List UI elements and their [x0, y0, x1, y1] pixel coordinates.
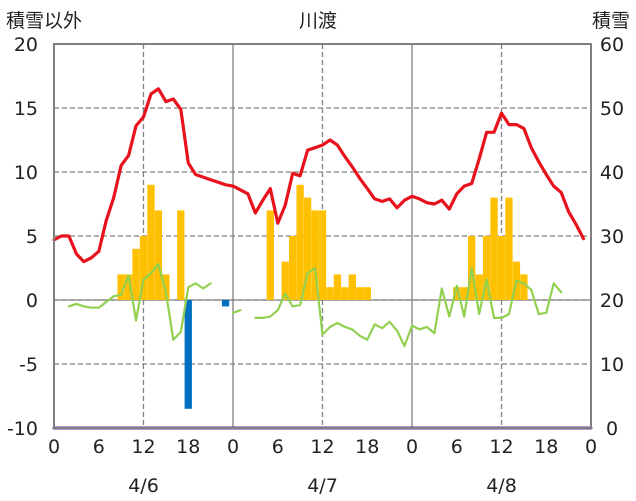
- right-axis-title: 積雪: [591, 10, 630, 32]
- right-tick-label: 60: [600, 34, 624, 56]
- day-label: 4/7: [307, 475, 338, 497]
- x-tick-label: 18: [534, 436, 558, 458]
- sunshine-bar: [311, 210, 319, 300]
- day-label: 4/8: [486, 475, 517, 497]
- sunshine-bar: [363, 287, 371, 300]
- sunshine-bar: [289, 236, 297, 300]
- sunshine-bar: [453, 287, 461, 300]
- sunshine-bar: [497, 236, 506, 300]
- x-tick-label: 12: [131, 436, 155, 458]
- sunshine-bar: [296, 184, 304, 300]
- left-tick-label: -10: [7, 418, 38, 440]
- sunshine-bar: [177, 210, 185, 300]
- sunshine-bar: [147, 184, 155, 300]
- left-tick-label: 0: [26, 290, 38, 312]
- sunshine-bar: [482, 236, 491, 300]
- sunshine-bar: [303, 197, 312, 300]
- x-tick-label: 0: [406, 436, 418, 458]
- sunshine-bar: [348, 274, 356, 300]
- x-tick-label: 6: [451, 436, 463, 458]
- sunshine-bar: [490, 197, 498, 300]
- x-tick-label: 12: [489, 436, 513, 458]
- x-tick-label: 18: [176, 436, 200, 458]
- wind-line: [67, 263, 563, 348]
- temperature-line: [52, 87, 586, 264]
- right-tick-label: 50: [600, 98, 624, 120]
- sunshine-bar: [132, 248, 140, 300]
- left-tick-label: -5: [19, 354, 38, 376]
- sunshine-bar: [318, 210, 327, 300]
- x-tick-label: 18: [355, 436, 379, 458]
- x-tick-label: 12: [310, 436, 334, 458]
- sunshine-bar: [505, 197, 513, 300]
- sunshine-bar: [326, 287, 334, 300]
- sunshine-bar: [139, 236, 148, 300]
- chart-title: 川渡: [298, 10, 337, 32]
- x-tick-label: 0: [227, 436, 239, 458]
- x-tick-label: 6: [272, 436, 284, 458]
- left-tick-label: 20: [14, 34, 38, 56]
- right-tick-label: 0: [606, 418, 618, 440]
- day-label: 4/6: [128, 475, 159, 497]
- right-tick-label: 30: [600, 226, 624, 248]
- left-tick-label: 15: [14, 98, 38, 120]
- right-tick-label: 10: [600, 354, 624, 376]
- sunshine-bar: [520, 274, 528, 300]
- sunshine-bar: [154, 210, 163, 300]
- sunshine-bar: [475, 274, 483, 300]
- precip-bar: [221, 300, 230, 307]
- sunshine-bar: [356, 287, 364, 300]
- sunshine-bar: [460, 287, 468, 300]
- x-tick-label: 0: [48, 436, 60, 458]
- sunshine-bar: [333, 274, 342, 300]
- right-tick-label: 40: [600, 162, 624, 184]
- x-tick-label: 6: [93, 436, 105, 458]
- sunshine-bar: [281, 261, 289, 300]
- right-tick-label: 20: [600, 290, 624, 312]
- left-tick-label: 10: [14, 162, 38, 184]
- left-axis-title: 積雪以外: [6, 10, 83, 32]
- sunshine-bar: [266, 210, 274, 300]
- sunshine-bar: [117, 274, 125, 300]
- left-tick-label: 5: [26, 226, 38, 248]
- plot-frame: [53, 43, 592, 429]
- sunshine-bar: [124, 274, 133, 300]
- x-tick-label: 0: [585, 436, 597, 458]
- sunshine-bar: [341, 287, 349, 300]
- precip-bar: [184, 300, 192, 409]
- sunshine-bar: [162, 274, 170, 300]
